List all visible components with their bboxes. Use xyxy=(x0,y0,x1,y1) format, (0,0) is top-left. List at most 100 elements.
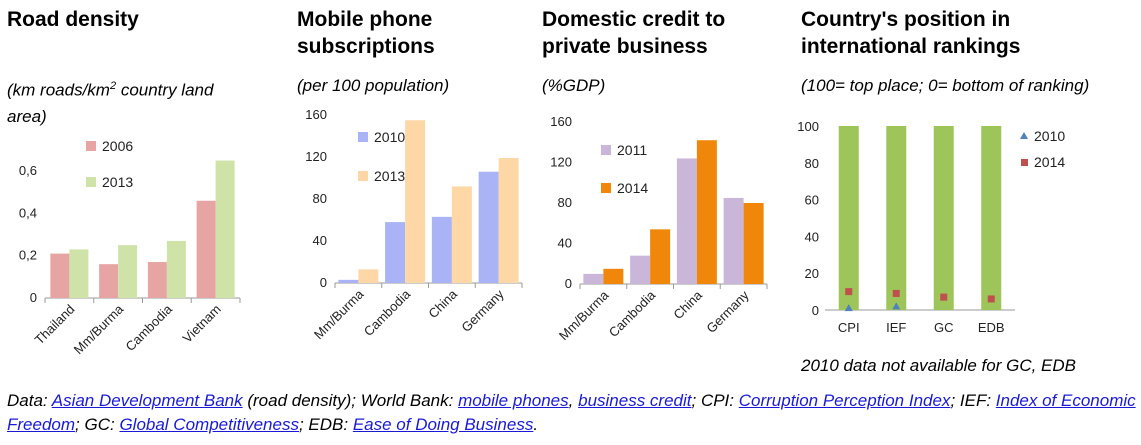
credit-ytick-label: 160 xyxy=(550,114,572,129)
rankings-title-line2: international rankings xyxy=(801,35,1021,58)
mobile-phone-title-line2: subscriptions xyxy=(297,35,435,58)
mobile-bar-2010 xyxy=(338,279,359,283)
footer-ief-label: ; IEF: xyxy=(950,391,992,410)
footer-edb-label: ; EDB: xyxy=(298,415,349,434)
rankings-range-bar xyxy=(933,126,954,310)
credit-ytick-label: 40 xyxy=(558,236,572,251)
domestic-credit-subtitle: (%GDP) xyxy=(542,76,606,95)
rankings-legend-label: 2010 xyxy=(1034,128,1065,144)
footer-sep: , xyxy=(568,391,574,410)
cpi-link[interactable]: Corruption Perception Index xyxy=(738,391,951,410)
credit-legend-swatch xyxy=(601,145,611,155)
rankings-ytick-label: 60 xyxy=(805,193,819,208)
mobile-phone-subtitle: (per 100 population) xyxy=(297,76,450,95)
mobile-legend-swatch xyxy=(358,132,368,142)
credit-category-label: Mm/Burma xyxy=(556,287,612,343)
mobile-legend-label: 2010 xyxy=(374,129,405,145)
business-credit-link[interactable]: business credit xyxy=(578,391,692,410)
rankings-point-2014 xyxy=(845,288,853,296)
rankings-title: Country's position in international rank… xyxy=(801,6,1020,60)
footer-gc-label: ; GC: xyxy=(75,415,115,434)
rankings-ytick-label: 40 xyxy=(805,229,819,244)
credit-ytick-label: 120 xyxy=(550,155,572,170)
road-category-label: Thailand xyxy=(32,302,78,348)
mobile-ytick-label: 120 xyxy=(305,149,327,164)
road-bar-2013 xyxy=(118,245,138,298)
credit-category-label: Germany xyxy=(703,287,752,336)
rankings-point-2010 xyxy=(892,302,901,310)
road-density-subtitle: (km roads/km2 country land area) xyxy=(7,73,252,130)
mobile-phones-link[interactable]: mobile phones xyxy=(458,391,569,410)
mobile-bar-2013 xyxy=(358,269,379,283)
rankings-category-label: EDB xyxy=(978,320,1005,335)
road-bar-2013 xyxy=(215,160,235,298)
adb-link[interactable]: Asian Development Bank xyxy=(51,391,243,410)
mobile-bar-2013 xyxy=(451,186,472,283)
mobile-category-label: Germany xyxy=(458,286,507,335)
rankings-point-2014 xyxy=(940,293,948,301)
mobile-ytick-label: 160 xyxy=(305,107,327,122)
rankings-chart: 0 20 40 60 80 100 CPI IEF GC EDB 2010 2014 xyxy=(797,119,1065,335)
footer-sources: Data: Asian Development Bank (road densi… xyxy=(7,389,1137,437)
road-bar-2006 xyxy=(147,262,167,298)
footer-end: . xyxy=(533,415,539,434)
credit-bar-2014 xyxy=(696,140,717,284)
credit-category-label: Cambodia xyxy=(606,287,659,340)
mobile-ytick-label: 80 xyxy=(313,191,327,206)
credit-category-label: China xyxy=(670,287,705,322)
mobile-bar-2013 xyxy=(498,158,519,283)
rankings-ytick-label: 100 xyxy=(797,119,819,134)
road-category-label: Vietnam xyxy=(180,302,224,346)
road-bar-2013 xyxy=(69,249,89,298)
road-ytick-label: 0 xyxy=(30,290,37,305)
road-density-subtitle-post: country land area) xyxy=(7,80,214,126)
domestic-credit-title-line2: private business xyxy=(542,35,708,58)
road-category-label: Mm/Burma xyxy=(71,301,127,357)
mobile-category-label: Mm/Burma xyxy=(311,286,367,342)
rankings-category-label: GC xyxy=(934,320,954,335)
rankings-subtitle: (100= top place; 0= bottom of ranking) xyxy=(801,76,1090,95)
credit-bar-2011 xyxy=(723,197,744,284)
mobile-phone-title-line1: Mobile phone xyxy=(297,8,433,31)
rankings-point-2014 xyxy=(987,295,995,303)
road-density-subtitle-sup: 2 xyxy=(109,80,117,92)
mobile-category-label: Cambodia xyxy=(361,286,414,339)
rankings-range-bar xyxy=(838,126,859,310)
road-legend-swatch xyxy=(86,177,96,187)
rankings-category-label: IEF xyxy=(886,320,906,335)
road-bar-2006 xyxy=(99,264,119,298)
road-ytick-label: 0,2 xyxy=(19,248,37,263)
road-bar-2006 xyxy=(196,200,216,298)
mobile-legend-label: 2013 xyxy=(374,168,405,184)
rankings-category-label: CPI xyxy=(838,320,860,335)
edb-link[interactable]: Ease of Doing Business xyxy=(352,415,534,434)
domestic-credit-title-line1: Domestic credit to xyxy=(542,8,726,31)
credit-bar-2014 xyxy=(650,229,671,284)
credit-legend-label: 2011 xyxy=(617,142,647,158)
rankings-range-bar xyxy=(981,126,1002,310)
gc-link[interactable]: Global Competitiveness xyxy=(119,415,299,434)
road-bar-2013 xyxy=(166,240,186,298)
road-ytick-label: 0,4 xyxy=(19,205,37,220)
footer-cpi-label: ; CPI: xyxy=(691,391,735,410)
rankings-ytick-label: 80 xyxy=(805,156,819,171)
rankings-legend-swatch xyxy=(1021,159,1028,166)
credit-bar-2014 xyxy=(603,268,624,284)
road-ytick-label: 0,6 xyxy=(19,163,37,178)
road-legend-swatch xyxy=(86,141,96,151)
mobile-legend-swatch xyxy=(358,171,368,181)
mobile-phone-title: Mobile phone subscriptions xyxy=(297,6,435,60)
footer-road-text: (road density); World Bank: xyxy=(247,391,454,410)
credit-bar-2011 xyxy=(676,158,697,284)
domestic-credit-title: Domestic credit to private business xyxy=(542,6,725,60)
rankings-ytick-label: 0 xyxy=(812,303,819,318)
mobile-ytick-label: 0 xyxy=(320,275,327,290)
road-category-label: Cambodia xyxy=(122,301,175,354)
credit-bar-2011 xyxy=(630,255,651,284)
road-legend-label: 2006 xyxy=(102,138,133,154)
ief-link[interactable]: Index of Economic Freedom xyxy=(7,391,1136,434)
credit-ytick-label: 80 xyxy=(558,195,572,210)
